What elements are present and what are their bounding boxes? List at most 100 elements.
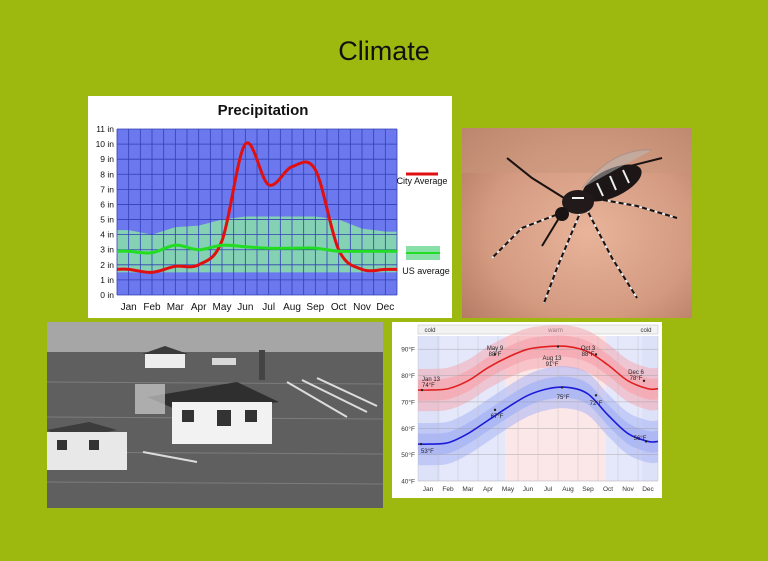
annotation-value: 72°F xyxy=(590,401,603,407)
city-average-point xyxy=(361,268,363,271)
y-tick-label: 11 in xyxy=(96,124,114,134)
legend-label-us: US average xyxy=(402,266,450,276)
house-main xyxy=(147,382,279,444)
y-tick-label: 2 in xyxy=(100,260,114,270)
annotation-marker xyxy=(420,388,424,392)
us-average-point xyxy=(197,248,200,251)
annotation-value: 75°F xyxy=(557,395,570,401)
x-tick-label: Oct xyxy=(331,302,347,313)
annotation-value: 78°F xyxy=(630,376,643,382)
annotation-marker xyxy=(594,353,598,356)
x-tick-label: Aug xyxy=(283,302,301,313)
x-tick-label: Feb xyxy=(442,486,454,493)
city-average-point xyxy=(221,239,223,242)
us-average-point xyxy=(291,247,293,250)
us-average-point xyxy=(244,245,247,248)
annotation-marker xyxy=(594,394,598,397)
mosquito-proboscis xyxy=(541,217,560,247)
city-average-point xyxy=(314,168,317,171)
annotation-marker xyxy=(556,345,560,348)
x-tick-label: Nov xyxy=(622,486,634,493)
temperature-chart: coldwarmcold40°F50°F60°F70°F80°F90°FJanF… xyxy=(392,322,662,498)
low-temp-line xyxy=(417,386,659,445)
precipitation-chart-title: Precipitation xyxy=(218,102,309,119)
y-tick-label: 3 in xyxy=(100,245,114,255)
x-tick-label: Oct xyxy=(603,486,613,493)
x-tick-label: Sep xyxy=(582,486,594,493)
annotation-value: 56°F xyxy=(634,436,647,442)
house-left xyxy=(47,422,127,470)
annotation-value: 91°F xyxy=(546,362,559,368)
y-tick-label: 9 in xyxy=(100,154,114,164)
city-average-point xyxy=(244,143,247,145)
x-tick-label: May xyxy=(213,302,232,313)
y-tick-label: 80°F xyxy=(401,372,415,380)
x-tick-label: Mar xyxy=(462,486,474,493)
us-average-point xyxy=(337,250,340,253)
y-tick-label: 5 in xyxy=(100,215,114,225)
annotation-date: Jan 13 xyxy=(422,377,441,383)
high-temp-line xyxy=(417,345,659,391)
x-tick-label: Aug xyxy=(562,486,574,493)
us-average-point xyxy=(267,247,270,250)
y-tick-label: 4 in xyxy=(100,230,114,240)
season-label: cold xyxy=(640,328,651,334)
annotation-value: 88°F xyxy=(582,352,595,358)
legend-label-city: City Average xyxy=(397,176,448,186)
annotation-marker xyxy=(642,379,646,383)
mosquito-thorax xyxy=(562,190,594,214)
y-tick-label: 6 in xyxy=(100,199,114,209)
x-tick-label: Jul xyxy=(544,486,553,493)
x-tick-label: Feb xyxy=(143,302,161,313)
x-tick-label: Apr xyxy=(483,486,494,493)
annotation-value: 67°F xyxy=(491,414,504,420)
city-average-point xyxy=(197,264,200,266)
us-average-point xyxy=(384,250,387,253)
x-tick-label: Dec xyxy=(642,486,654,493)
house-distant xyxy=(142,346,188,368)
city-average-line xyxy=(116,141,397,274)
annotation-value: 74°F xyxy=(422,383,435,389)
x-tick-label: Jan xyxy=(423,486,434,493)
annotation-marker xyxy=(493,353,497,356)
us-average-point xyxy=(361,250,363,253)
annotation-date: Oct 3 xyxy=(581,346,596,352)
precipitation-chart: Precipitation 0 in 1 in 2 in 3 in 4 in 5 in 6 … xyxy=(88,96,452,318)
annotation-date: May 9 xyxy=(487,346,504,352)
x-tick-label: Jun xyxy=(237,302,253,313)
season-label: cold xyxy=(424,328,435,334)
city-average-point xyxy=(127,268,130,271)
y-tick-label: 1 in xyxy=(100,275,114,285)
annotation-value: 53°F xyxy=(421,449,434,455)
y-tick-label: 90°F xyxy=(401,346,415,354)
y-tick-label: 10 in xyxy=(96,139,115,149)
y-tick-label: 8 in xyxy=(100,169,114,179)
mosquito-head xyxy=(555,207,569,221)
precipitation-chart-svg: Precipitation 0 in 1 in 2 in 3 in 4 in 5 in 6 … xyxy=(96,102,450,313)
x-tick-label: Sep xyxy=(306,302,324,313)
x-tick-label: May xyxy=(502,486,515,493)
city-average-point xyxy=(291,165,293,168)
y-tick-label: 60°F xyxy=(401,425,415,433)
us-average-line xyxy=(116,243,397,255)
x-tick-label: Jan xyxy=(121,302,137,313)
annotation-date: Dec 6 xyxy=(628,370,644,376)
annotation-marker xyxy=(644,440,648,443)
x-tick-label: Nov xyxy=(353,302,371,313)
city-average-point xyxy=(384,268,387,271)
x-tick-label: Dec xyxy=(376,302,394,313)
annotation-marker xyxy=(560,386,564,389)
debris xyxy=(142,377,378,463)
annotation-date: Aug 13 xyxy=(542,356,562,362)
y-tick-label: 0 in xyxy=(100,290,114,300)
x-tick-label: Mar xyxy=(167,302,185,313)
city-average-point xyxy=(267,184,270,186)
us-average-point xyxy=(221,244,223,246)
x-tick-label: Jul xyxy=(262,302,275,313)
temperature-chart-svg: coldwarmcold40°F50°F60°F70°F80°F90°FJanF… xyxy=(401,324,659,493)
annotation-value: 88°F xyxy=(489,352,502,358)
us-average-point xyxy=(314,247,317,250)
us-average-point xyxy=(127,250,130,253)
x-tick-label: Apr xyxy=(191,302,207,313)
us-average-point xyxy=(174,244,177,246)
